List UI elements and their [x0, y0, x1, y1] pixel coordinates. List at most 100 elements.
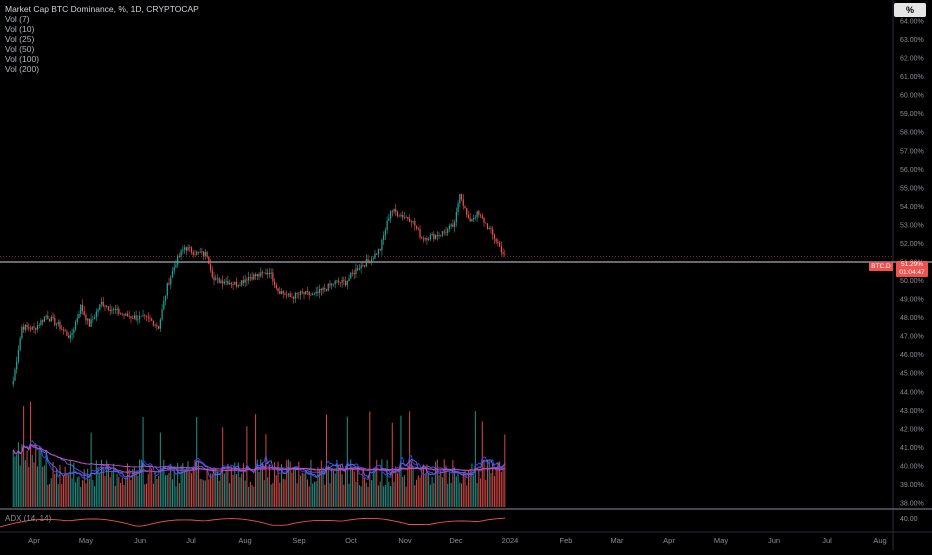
candle-body	[431, 234, 433, 236]
volume-bar	[17, 442, 19, 507]
volume-bar	[454, 467, 456, 507]
candle-body	[497, 241, 499, 244]
candle-body	[215, 278, 217, 281]
volume-bar	[469, 469, 471, 507]
candle-body	[428, 239, 430, 241]
volume-bar	[30, 401, 32, 507]
candle-body	[268, 272, 271, 275]
candle-body	[164, 295, 167, 301]
candle-body	[220, 280, 222, 283]
candle-body	[55, 324, 58, 325]
volume-bar	[298, 461, 300, 507]
volume-bar	[365, 482, 367, 507]
volume-bar	[499, 461, 501, 507]
candle-body	[237, 285, 239, 287]
volume-bar	[244, 480, 246, 507]
volume-bar	[156, 478, 158, 507]
volume-bar	[428, 473, 430, 507]
candle-body	[62, 329, 65, 331]
volume-bar	[251, 485, 253, 507]
candle-body	[402, 214, 404, 218]
x-tick-label: May	[79, 536, 93, 545]
volume-bar	[497, 462, 499, 507]
candle-body	[464, 205, 466, 208]
volume-bar	[500, 472, 502, 507]
volume-bar	[390, 486, 392, 507]
volume-bar	[229, 483, 231, 507]
last-price: 51.29%	[900, 261, 924, 268]
volume-bar	[357, 467, 359, 507]
candle-body	[121, 313, 123, 315]
volume-bar	[369, 411, 371, 507]
candle-body	[149, 317, 151, 319]
volume-bar	[457, 471, 459, 507]
volume-bar	[253, 486, 255, 507]
volume-bar	[374, 466, 376, 507]
candle-body	[107, 306, 110, 310]
legend-item-vol-50: Vol (50)	[5, 44, 35, 54]
volume-bar	[178, 483, 180, 507]
candle-body	[21, 326, 23, 339]
y-tick-label: 55.00%	[900, 185, 924, 192]
y-tick-label: 58.00%	[900, 130, 924, 137]
candle-body	[277, 288, 279, 292]
candle-body	[45, 315, 47, 318]
volume-bar	[367, 486, 369, 507]
volume-bar	[424, 474, 426, 507]
candle-body	[429, 235, 431, 240]
x-tick-label: Oct	[345, 536, 358, 545]
volume-bar	[140, 459, 142, 507]
volume-bar	[204, 480, 206, 507]
candle-body	[225, 281, 227, 282]
volume-bar	[376, 459, 378, 507]
candle-body	[100, 301, 103, 305]
candle-body	[440, 235, 442, 236]
volume-bar	[343, 484, 345, 507]
candle-body	[230, 283, 232, 285]
volume-bar	[308, 486, 310, 507]
candle-body	[499, 243, 501, 247]
x-tick-label: Nov	[398, 536, 412, 545]
y-tick-label: 44.00%	[900, 389, 924, 396]
candle-body	[303, 292, 305, 295]
volume-bar	[303, 473, 305, 507]
candle-body	[14, 369, 16, 381]
candle-body	[123, 314, 125, 316]
candle-body	[341, 279, 343, 283]
volume-bar	[348, 483, 350, 507]
volume-bar	[130, 480, 132, 507]
volume-bar	[274, 462, 276, 507]
volume-bar	[481, 421, 483, 507]
candle-body	[486, 223, 489, 230]
candle-body	[223, 281, 226, 284]
volume-bar	[268, 464, 270, 507]
volume-bar	[75, 482, 77, 507]
volume-bar	[455, 476, 457, 507]
volume-bar	[260, 459, 262, 507]
x-tick-label: Jul	[186, 536, 196, 545]
volume-bar	[261, 463, 263, 507]
volume-bar	[50, 478, 52, 507]
volume-bar	[464, 470, 466, 507]
percent-scale-button[interactable]: %	[894, 3, 926, 17]
candle-body	[306, 291, 309, 292]
candle-body	[275, 285, 277, 289]
volume-bar	[135, 470, 137, 507]
volume-bar	[296, 483, 298, 507]
volume-bar	[116, 473, 118, 507]
volume-bar	[301, 472, 303, 507]
volume-bar	[417, 475, 419, 507]
candle-body	[286, 294, 288, 296]
bar-countdown: 01:04:47	[899, 269, 925, 276]
volume-bar	[158, 475, 160, 507]
candle-body	[294, 293, 296, 299]
volume-bar	[227, 463, 229, 507]
candle-body	[31, 326, 33, 330]
volume-bar	[144, 484, 146, 507]
candle-body	[43, 317, 45, 322]
volume-bar	[319, 468, 321, 507]
volume-bar	[208, 479, 210, 507]
volume-bar	[379, 481, 381, 507]
